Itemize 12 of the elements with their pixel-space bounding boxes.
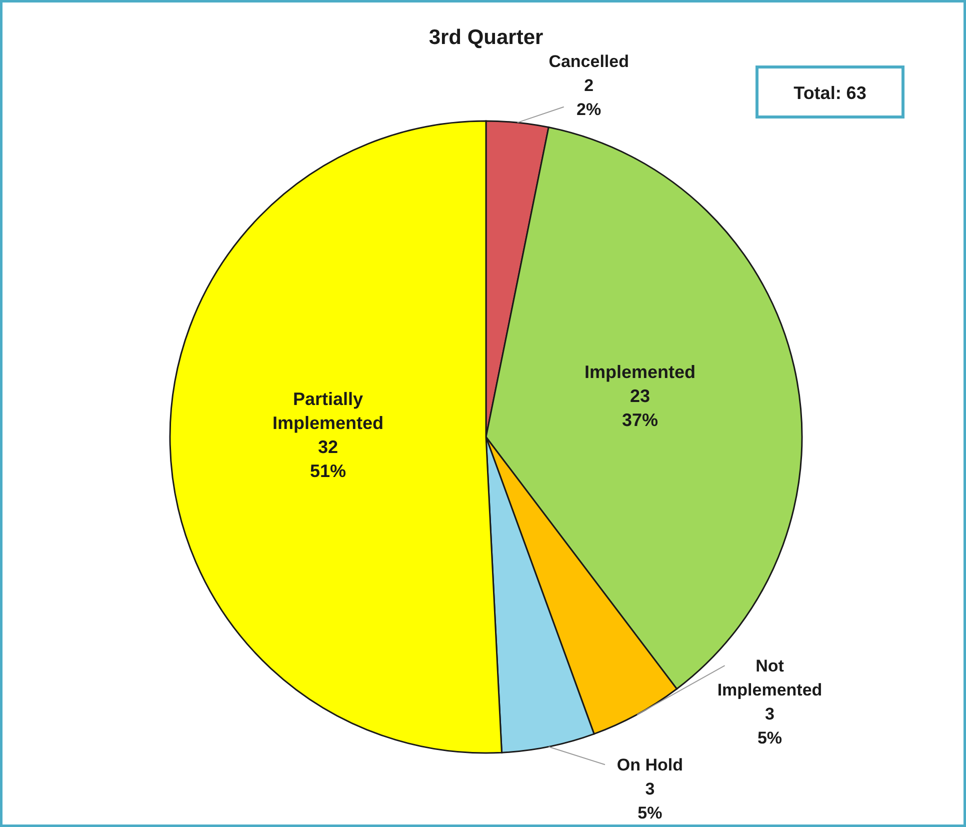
slice-label: Implemented — [584, 362, 696, 382]
data-label: 3 5% — [638, 780, 662, 823]
data-label: 32 51% — [310, 436, 346, 481]
data-label: 3 5% — [757, 704, 782, 748]
data-label: 23 37% — [622, 386, 658, 430]
data-label: 2 2% — [576, 76, 602, 119]
slice-label: Cancelled — [548, 52, 630, 71]
chart-title: 3rd Quarter — [428, 26, 544, 49]
slice-label: On Hold — [616, 756, 684, 775]
slice-label: Not Implemented — [717, 656, 822, 700]
slice-label: Partially Implemented — [272, 388, 384, 433]
text: Total: 63 — [794, 83, 866, 103]
